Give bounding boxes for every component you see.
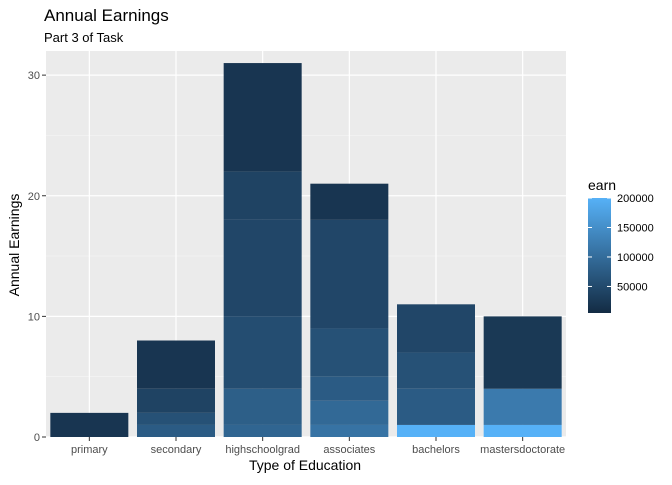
bar-segment [50,412,129,437]
x-tick-label: highschoolgrad [225,444,300,456]
legend-tick-label: 100000 [617,252,654,264]
bar-secondary [137,340,215,437]
x-axis-label: Type of Education [249,457,361,473]
x-axis: primary secondary highschoolgrad associates… [71,437,565,456]
color-legend: earn 200000 150000 100000 50000 [588,177,654,313]
plot-panel [46,51,566,437]
x-tick-label: primary [71,444,108,456]
bar-segment [483,424,562,437]
bar-segment [310,424,389,437]
bar-segment [137,340,215,389]
x-tick-label: secondary [151,444,202,456]
bar-mastersdoctorate [483,316,562,437]
bar-segment [310,219,389,329]
bar-segment [483,316,562,389]
bar-segment [310,328,389,377]
bar-segment [223,316,302,389]
bar-segment [223,63,302,172]
bar-segment [310,183,389,220]
bar-segment [223,424,302,437]
y-tick-label: 30 [28,70,40,82]
bar-bachelors [397,304,475,437]
chart-subtitle: Part 3 of Task [44,30,124,45]
bar-segment [397,352,475,389]
bar-segment [137,412,215,425]
y-tick-label: 20 [28,191,40,203]
bar-segment [137,388,215,413]
legend-title: earn [588,177,616,193]
bar-segment [310,400,389,425]
bar-segment [483,388,562,425]
bar-segment [223,219,302,317]
x-tick-label: associates [323,444,375,456]
bar-segment [137,424,215,437]
bar-associates [310,183,389,437]
bar-segment [223,388,302,425]
y-axis-label: Annual Earnings [6,194,22,297]
legend-ticks: 200000 150000 100000 50000 [588,193,654,293]
legend-tick-label: 200000 [617,193,654,205]
y-axis: 0 10 20 30 [28,70,46,444]
bars-layer [50,63,562,437]
y-tick-label: 10 [28,311,40,323]
chart-title: Annual Earnings [44,6,169,25]
bar-segment [310,376,389,401]
bar-segment [397,304,475,353]
bar-segment [397,424,475,437]
legend-tick-label: 150000 [617,222,654,234]
bar-segment [397,388,475,425]
bar-segment [223,171,302,220]
y-tick-label: 0 [34,432,40,444]
legend-tick-label: 50000 [617,281,648,293]
x-tick-label: mastersdoctorate [480,444,565,456]
legend-colorbar [588,198,611,313]
x-tick-label: bachelors [412,444,460,456]
bar-highschoolgrad [223,63,302,437]
bar-primary [50,412,129,437]
